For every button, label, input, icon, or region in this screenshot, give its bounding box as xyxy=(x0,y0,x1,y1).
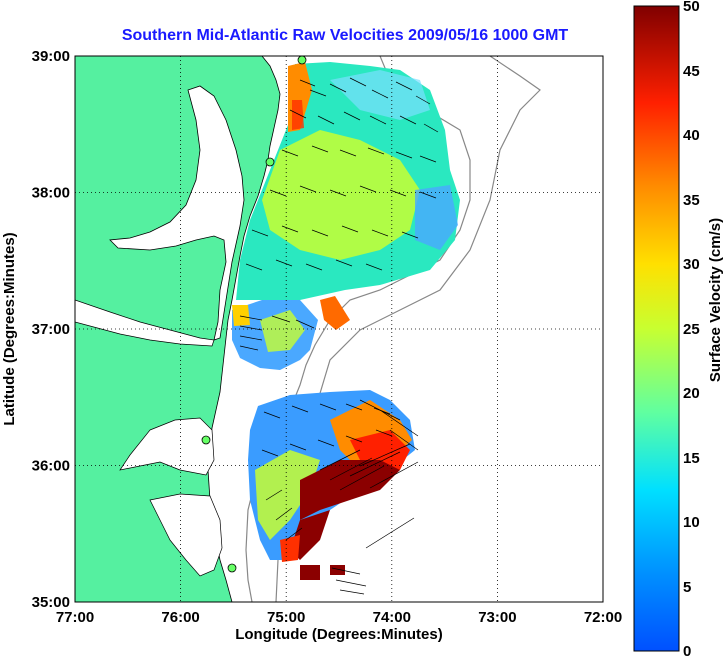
grid-lines xyxy=(75,56,603,602)
colorbar-tick-label: 5 xyxy=(683,579,691,596)
bay-inlet xyxy=(75,299,215,347)
x-tick-label: 77:00 xyxy=(56,609,94,626)
sound-water xyxy=(119,417,215,476)
x-tick-label: 75:00 xyxy=(267,609,305,626)
y-tick-labels: 39:00 38:00 37:00 36:00 35:00 xyxy=(32,48,70,611)
y-tick-label: 36:00 xyxy=(32,458,70,475)
velocity-field-south xyxy=(248,390,415,580)
y-tick-label: 35:00 xyxy=(32,594,70,611)
colorbar-tick-label: 0 xyxy=(683,643,691,659)
x-tick-label: 76:00 xyxy=(161,609,199,626)
x-axis-label: Longitude (Degrees:Minutes) xyxy=(235,626,443,643)
y-tick-label: 39:00 xyxy=(32,48,70,65)
colorbar-tick-label: 30 xyxy=(683,256,700,273)
x-tick-label: 74:00 xyxy=(373,609,411,626)
plot-frame xyxy=(74,55,604,603)
radar-sites xyxy=(201,56,307,573)
colorbar-tick-label: 10 xyxy=(683,514,700,531)
velocity-vectors xyxy=(239,77,439,595)
colorbar-tick-label: 40 xyxy=(683,127,700,144)
x-tick-label: 73:00 xyxy=(478,609,516,626)
x-tick-label: 72:00 xyxy=(584,609,622,626)
chesapeake-bay xyxy=(109,85,245,341)
colorbar-ticks: 50 45 40 35 30 25 20 15 10 5 0 xyxy=(683,0,700,659)
colorbar-tick-label: 45 xyxy=(683,63,700,80)
x-tick-labels: 77:00 76:00 75:00 74:00 73:00 72:00 xyxy=(56,609,622,626)
colorbar-tick-label: 15 xyxy=(683,450,700,467)
colorbar xyxy=(633,5,680,652)
y-tick-label: 37:00 xyxy=(32,321,70,338)
y-tick-label: 38:00 xyxy=(32,185,70,202)
velocity-field-middle xyxy=(232,300,318,370)
chart-title: Southern Mid-Atlantic Raw Velocities 200… xyxy=(122,27,569,44)
y-axis-label: Latitude (Degrees:Minutes) xyxy=(1,232,18,425)
velocity-field-north xyxy=(236,62,460,330)
colorbar-tick-label: 35 xyxy=(683,192,700,209)
colorbar-tick-label: 50 xyxy=(683,0,700,15)
colorbar-label: Surface Velocity (cm/s) xyxy=(707,218,724,382)
lower-sound xyxy=(149,493,223,577)
colorbar-tick-label: 25 xyxy=(683,321,700,338)
colorbar-tick-label: 20 xyxy=(683,385,700,402)
